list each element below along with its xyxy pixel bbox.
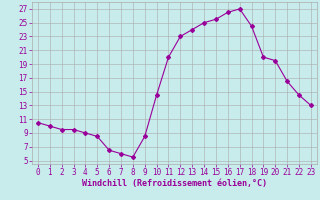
- X-axis label: Windchill (Refroidissement éolien,°C): Windchill (Refroidissement éolien,°C): [82, 179, 267, 188]
